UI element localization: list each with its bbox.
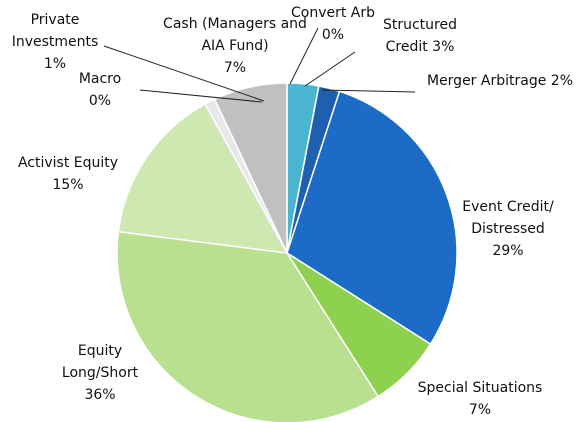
category-label: Activist Equity [17, 155, 119, 171]
slice-label: Macro 0% [60, 68, 140, 112]
slice-label: Event Credit/ Distressed 29% [453, 196, 563, 262]
category-label: Event Credit/ Distressed [462, 199, 554, 237]
slice-label: Structured Credit 3% [375, 14, 465, 58]
slice-label: Equity Long/Short 36% [45, 340, 155, 406]
value-label: 0% [321, 27, 345, 43]
category-label: Structured Credit [382, 17, 457, 55]
value-label: 3% [432, 39, 455, 55]
value-label: 15% [52, 177, 84, 193]
value-label: 7% [223, 60, 247, 76]
category-label: Private Investments [11, 12, 99, 50]
value-label: 29% [492, 243, 524, 259]
slice-label: Cash (Managers and AIA Fund) 7% [160, 13, 310, 79]
category-label: Macro [78, 71, 122, 87]
value-label: 7% [468, 402, 492, 418]
leader-lines [103, 27, 416, 103]
slice-label: Activist Equity 15% [3, 152, 133, 196]
value-label: 36% [84, 387, 116, 403]
pie-slice [213, 82, 288, 254]
slice-label: Special Situations 7% [400, 377, 560, 421]
category-label: Merger Arbitrage [426, 73, 547, 89]
category-label: Special Situations [417, 380, 543, 396]
value-label: 2% [550, 73, 573, 89]
category-label: Convert Arb [290, 5, 376, 21]
category-label: Equity Long/Short [61, 343, 139, 381]
pie-slice [117, 103, 289, 254]
category-label: Cash (Managers and AIA Fund) [163, 16, 307, 54]
value-label: 1% [43, 56, 67, 72]
pie-slice [116, 230, 380, 422]
slice-label: Convert Arb 0% [278, 2, 388, 46]
pie-slice [286, 90, 458, 346]
value-label: 0% [88, 93, 112, 109]
slice-label: Merger Arbitrage 2% [400, 70, 588, 92]
slice-label: Private Investments 1% [0, 9, 110, 75]
